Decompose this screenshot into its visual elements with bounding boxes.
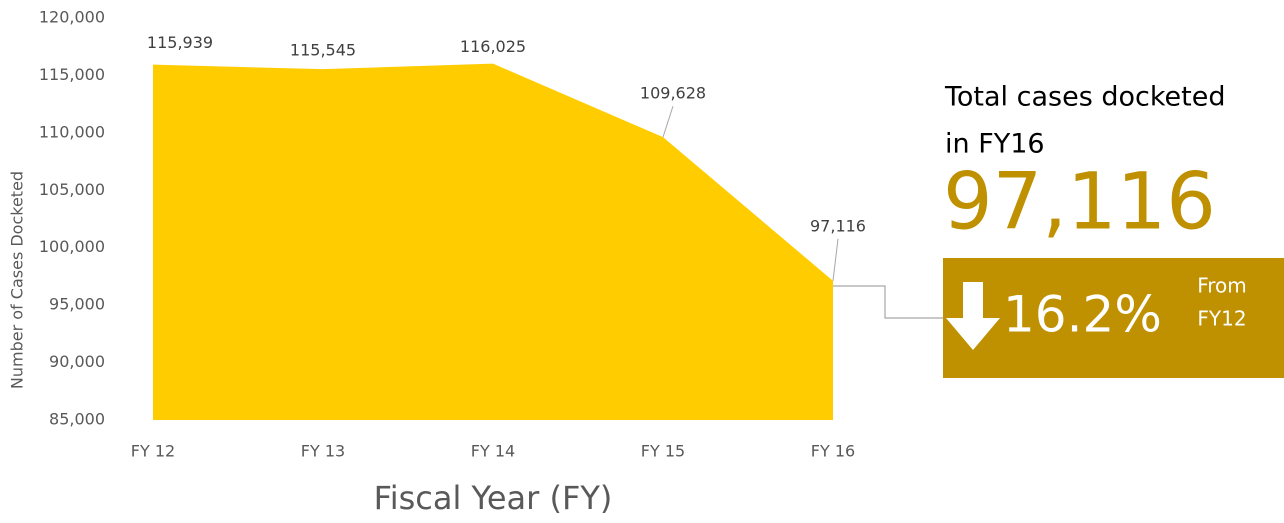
y-tick-label: 85,000 xyxy=(49,410,105,429)
y-tick-label: 105,000 xyxy=(39,180,105,199)
x-tick-label: FY 15 xyxy=(641,442,685,461)
y-tick-label: 95,000 xyxy=(49,295,105,314)
data-label: 97,116 xyxy=(810,216,866,235)
y-tick-label: 110,000 xyxy=(39,122,105,141)
callout-change: 16.2% xyxy=(1003,286,1162,344)
leader-line xyxy=(832,238,839,281)
y-axis-label: Number of Cases Docketed xyxy=(8,171,27,389)
annotation-heading: in FY16 xyxy=(945,129,1045,160)
data-label: 115,939 xyxy=(147,33,213,52)
x-tick-label: FY 16 xyxy=(811,442,855,461)
y-tick-label: 100,000 xyxy=(39,237,105,256)
data-label: 116,025 xyxy=(460,37,526,56)
callout-note: FY12 xyxy=(1197,307,1246,331)
y-tick-label: 115,000 xyxy=(39,65,105,84)
x-tick-label: FY 12 xyxy=(131,442,175,461)
x-axis-label: Fiscal Year (FY) xyxy=(374,479,613,517)
y-tick-label: 90,000 xyxy=(49,352,105,371)
area xyxy=(153,63,833,421)
down-arrow xyxy=(946,282,1000,350)
data-label: 115,545 xyxy=(290,41,356,60)
x-tick-label: FY 13 xyxy=(301,442,345,461)
annotation-highlight: 97,116 xyxy=(943,157,1216,247)
leader-line xyxy=(662,105,674,138)
connector xyxy=(833,285,943,319)
annotation-heading: Total cases docketed xyxy=(944,82,1225,113)
y-tick-label: 120,000 xyxy=(39,8,105,27)
callout-note: From xyxy=(1197,274,1247,298)
data-label: 109,628 xyxy=(640,84,706,103)
x-tick-label: FY 14 xyxy=(471,442,515,461)
